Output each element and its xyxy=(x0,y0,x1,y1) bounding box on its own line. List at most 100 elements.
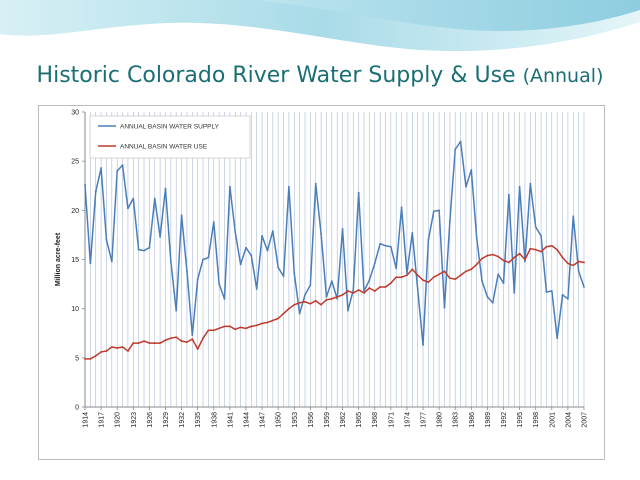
data-point-use-1915 xyxy=(89,357,92,360)
data-point-supply-1979 xyxy=(432,210,435,213)
data-point-use-1928 xyxy=(159,342,162,344)
x-tick-label: 1944 xyxy=(243,412,250,428)
data-point-use-1954 xyxy=(298,301,301,304)
data-point-use-1972 xyxy=(395,276,398,279)
data-point-supply-1956 xyxy=(309,284,312,286)
data-point-supply-1959 xyxy=(325,295,328,298)
x-tick-label: 1950 xyxy=(276,412,283,428)
data-point-use-1978 xyxy=(427,281,430,284)
data-point-supply-1972 xyxy=(395,267,398,270)
data-point-supply-1961 xyxy=(336,297,339,300)
data-point-supply-1944 xyxy=(245,246,247,249)
data-point-use-1918 xyxy=(105,350,108,352)
data-point-use-1947 xyxy=(261,322,263,325)
series-group-use xyxy=(84,244,585,360)
y-axis-label: Million acre-feet xyxy=(55,232,62,286)
data-point-supply-1976 xyxy=(416,288,419,290)
data-point-supply-1977 xyxy=(422,344,424,346)
data-point-use-1926 xyxy=(148,342,151,344)
data-point-use-1993 xyxy=(507,261,510,264)
y-tick-label: 15 xyxy=(71,257,79,264)
data-point-use-1927 xyxy=(153,342,156,344)
data-point-supply-1946 xyxy=(255,288,258,290)
data-point-supply-1921 xyxy=(121,164,124,166)
data-point-use-1988 xyxy=(481,257,483,260)
data-point-supply-1954 xyxy=(298,312,301,315)
data-point-use-1989 xyxy=(486,254,489,257)
data-point-supply-1973 xyxy=(400,206,403,209)
data-point-supply-1919 xyxy=(110,260,113,263)
data-point-supply-1933 xyxy=(186,270,188,273)
x-tick-label: 1995 xyxy=(517,412,524,428)
data-point-supply-1970 xyxy=(384,244,387,247)
data-point-supply-1989 xyxy=(486,295,489,298)
legend-label-use: ANNUAL BASIN WATER USE xyxy=(120,144,208,151)
x-tick-label: 2007 xyxy=(582,412,589,428)
data-point-use-2002 xyxy=(556,248,559,251)
data-point-supply-1996 xyxy=(524,260,526,263)
data-point-use-1973 xyxy=(400,276,403,279)
data-point-supply-1923 xyxy=(132,197,135,200)
data-point-use-1929 xyxy=(164,339,167,342)
data-point-use-1935 xyxy=(196,348,199,350)
data-point-supply-1994 xyxy=(513,292,516,294)
x-tick-label: 1938 xyxy=(211,412,218,428)
data-point-supply-1920 xyxy=(116,170,119,172)
data-point-use-1924 xyxy=(137,342,140,344)
data-point-use-1958 xyxy=(320,303,322,306)
data-point-use-1967 xyxy=(368,287,371,289)
x-tick-label: 1947 xyxy=(260,412,267,428)
data-point-use-1952 xyxy=(287,307,290,310)
data-point-use-1945 xyxy=(250,325,253,328)
data-point-supply-1978 xyxy=(427,238,430,241)
x-tick-label: 1920 xyxy=(115,412,122,428)
data-point-supply-1964 xyxy=(352,289,355,291)
data-point-supply-1947 xyxy=(261,235,263,237)
data-point-use-1960 xyxy=(330,297,333,300)
data-point-use-1946 xyxy=(255,324,258,327)
data-point-supply-1997 xyxy=(529,182,532,185)
data-point-use-1981 xyxy=(443,270,446,273)
data-point-supply-1981 xyxy=(443,306,446,309)
x-tick-label: 1983 xyxy=(453,412,460,428)
slide-title-subtitle: (Annual) xyxy=(522,65,604,87)
x-tick-label: 1989 xyxy=(485,412,492,428)
data-point-supply-1940 xyxy=(223,297,226,300)
data-point-supply-1953 xyxy=(293,272,296,275)
data-point-use-1970 xyxy=(384,286,387,288)
data-point-supply-1938 xyxy=(212,221,215,224)
x-tick-label: 1935 xyxy=(195,412,202,428)
data-point-use-1956 xyxy=(309,302,312,305)
data-point-supply-1980 xyxy=(438,209,441,212)
data-point-use-1942 xyxy=(234,328,237,331)
data-point-use-1917 xyxy=(100,351,102,353)
data-point-supply-1965 xyxy=(357,191,360,194)
data-point-supply-1995 xyxy=(518,185,521,188)
data-point-supply-1982 xyxy=(448,220,451,223)
y-axis-ticks: 0 5 10 15 20 25 30 xyxy=(71,110,85,412)
data-point-supply-2002 xyxy=(556,337,559,340)
data-point-use-1968 xyxy=(373,290,376,292)
data-point-use-1985 xyxy=(465,270,467,273)
chart-frame xyxy=(38,105,605,460)
y-tick-label: 10 xyxy=(71,306,79,313)
data-point-supply-1949 xyxy=(271,230,274,232)
data-point-use-1916 xyxy=(94,354,97,357)
data-point-supply-1917 xyxy=(100,167,102,169)
data-point-use-1955 xyxy=(304,300,306,303)
data-point-use-1959 xyxy=(325,298,328,301)
x-tick-label: 1914 xyxy=(83,412,90,428)
data-point-supply-1990 xyxy=(491,301,494,304)
data-point-use-1944 xyxy=(245,327,247,330)
x-tick-label: 1992 xyxy=(501,412,508,428)
data-point-use-2006 xyxy=(577,260,580,263)
data-point-use-2001 xyxy=(550,244,553,247)
data-point-use-1998 xyxy=(534,248,537,251)
data-point-use-2003 xyxy=(561,256,564,259)
data-point-use-1975 xyxy=(411,268,414,271)
data-point-use-1974 xyxy=(406,274,408,277)
data-point-supply-2005 xyxy=(572,215,575,218)
data-point-supply-1914 xyxy=(84,183,86,186)
data-point-use-2000 xyxy=(545,245,548,248)
data-point-use-1996 xyxy=(524,258,526,261)
